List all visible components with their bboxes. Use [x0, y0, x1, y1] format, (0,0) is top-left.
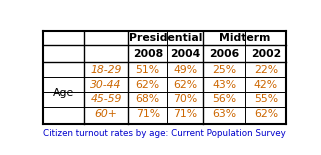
- Text: 45-59: 45-59: [91, 94, 122, 104]
- Text: 62%: 62%: [136, 80, 160, 90]
- Text: Presidential: Presidential: [129, 33, 203, 43]
- Text: 18-29: 18-29: [91, 65, 122, 75]
- Text: 2004: 2004: [170, 49, 200, 58]
- Text: 55%: 55%: [254, 94, 278, 104]
- Text: 60+: 60+: [95, 109, 117, 119]
- Text: 56%: 56%: [212, 94, 236, 104]
- Text: 30-44: 30-44: [91, 80, 122, 90]
- Text: Citizen turnout rates by age: Current Population Survey: Citizen turnout rates by age: Current Po…: [43, 129, 285, 138]
- Text: 42%: 42%: [254, 80, 278, 90]
- Text: Age: Age: [53, 88, 74, 98]
- Text: 70%: 70%: [173, 94, 197, 104]
- Text: 71%: 71%: [173, 109, 197, 119]
- Text: 2006: 2006: [209, 49, 239, 58]
- Text: 2002: 2002: [251, 49, 281, 58]
- Text: 22%: 22%: [254, 65, 278, 75]
- Text: 63%: 63%: [212, 109, 236, 119]
- Text: 51%: 51%: [136, 65, 160, 75]
- Text: 62%: 62%: [254, 109, 278, 119]
- Text: 2008: 2008: [133, 49, 163, 58]
- Text: 43%: 43%: [212, 80, 236, 90]
- Text: 49%: 49%: [173, 65, 197, 75]
- Text: 25%: 25%: [212, 65, 236, 75]
- Text: 71%: 71%: [136, 109, 160, 119]
- Text: 62%: 62%: [173, 80, 197, 90]
- Text: 68%: 68%: [136, 94, 160, 104]
- Text: Midterm: Midterm: [219, 33, 270, 43]
